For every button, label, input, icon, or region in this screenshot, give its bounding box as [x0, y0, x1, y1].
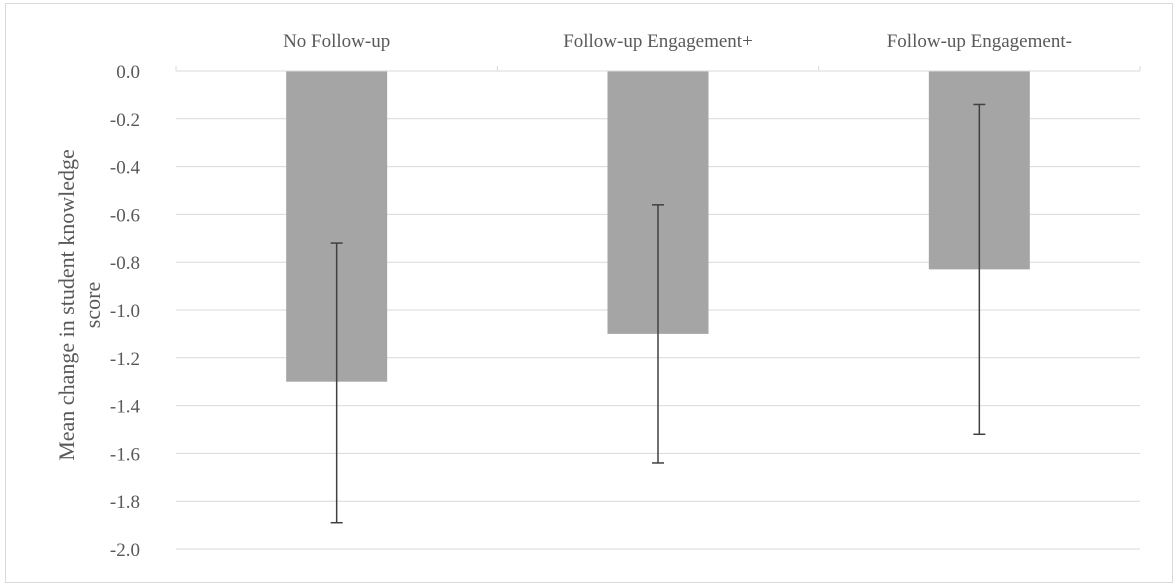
y-tick-label: -0.4	[110, 158, 141, 179]
y-tick-label: -1.0	[110, 301, 140, 322]
category-label: Follow-up Engagement+	[563, 31, 753, 52]
y-tick-label: -0.2	[110, 110, 140, 131]
error-bars	[330, 103, 986, 524]
axes	[175, 66, 1141, 72]
labels: 0.0 -0.2 -0.4 -0.6 -0.8 -1.0 -1.2 -1.4 -1.6 -1.8 -…	[54, 31, 1072, 561]
y-tick-label: -0.6	[110, 205, 140, 226]
y-tick-label: -0.8	[110, 253, 140, 274]
y-tick-label: -1.4	[110, 397, 141, 418]
y-axis-title-line: Mean change in student knowledge	[54, 149, 79, 461]
y-tick-label: -1.2	[110, 349, 140, 370]
y-axis-title-line: score	[80, 282, 105, 328]
category-label: Follow-up Engagement-	[887, 31, 1072, 52]
category-label: No Follow-up	[283, 31, 390, 52]
y-tick-label: 0.0	[116, 62, 140, 83]
y-tick-label: -1.8	[110, 492, 140, 513]
y-tick-label: -1.6	[110, 444, 140, 465]
y-axis-title: Mean change in student knowledgescore	[54, 149, 105, 461]
y-tick-label: -2.0	[110, 540, 140, 561]
